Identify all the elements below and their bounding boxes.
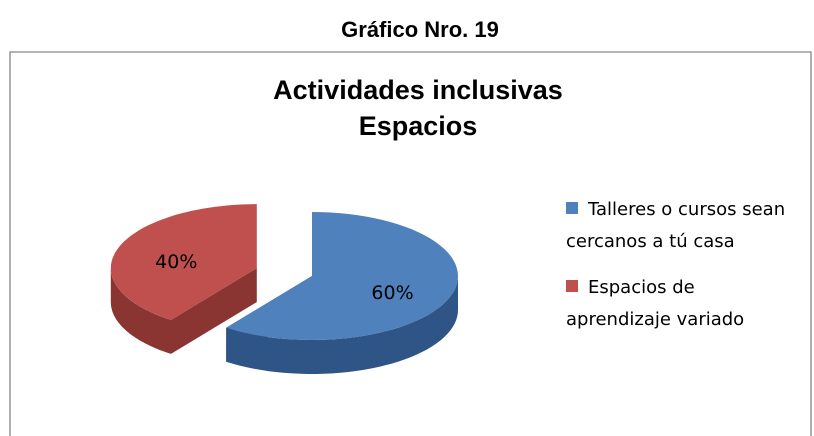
legend-swatch <box>566 280 578 292</box>
slice <box>110 204 257 354</box>
data-label: 60% <box>371 282 413 304</box>
legend-item: Talleres o cursos sean cercanos a tú cas… <box>566 194 802 258</box>
legend-label: Talleres o cursos sean cercanos a tú cas… <box>566 199 786 252</box>
chart-title: Espacios <box>359 111 478 141</box>
slice-side <box>171 268 257 354</box>
slice <box>226 212 458 340</box>
chart-title: Actividades inclusivas <box>273 75 563 105</box>
legend: Talleres o cursos sean cercanos a tú cas… <box>566 194 802 350</box>
slice-side <box>226 276 458 374</box>
slice <box>226 212 458 374</box>
legend-label: Espacios de aprendizaje variado <box>566 277 745 330</box>
slice-side <box>110 268 171 354</box>
legend-item: Espacios de aprendizaje variado <box>566 272 802 336</box>
slice <box>110 204 257 320</box>
chart-frame <box>9 51 812 436</box>
data-label: 40% <box>155 251 197 273</box>
legend-swatch <box>566 202 578 214</box>
heading: Gráfico Nro. 19 <box>341 17 499 42</box>
